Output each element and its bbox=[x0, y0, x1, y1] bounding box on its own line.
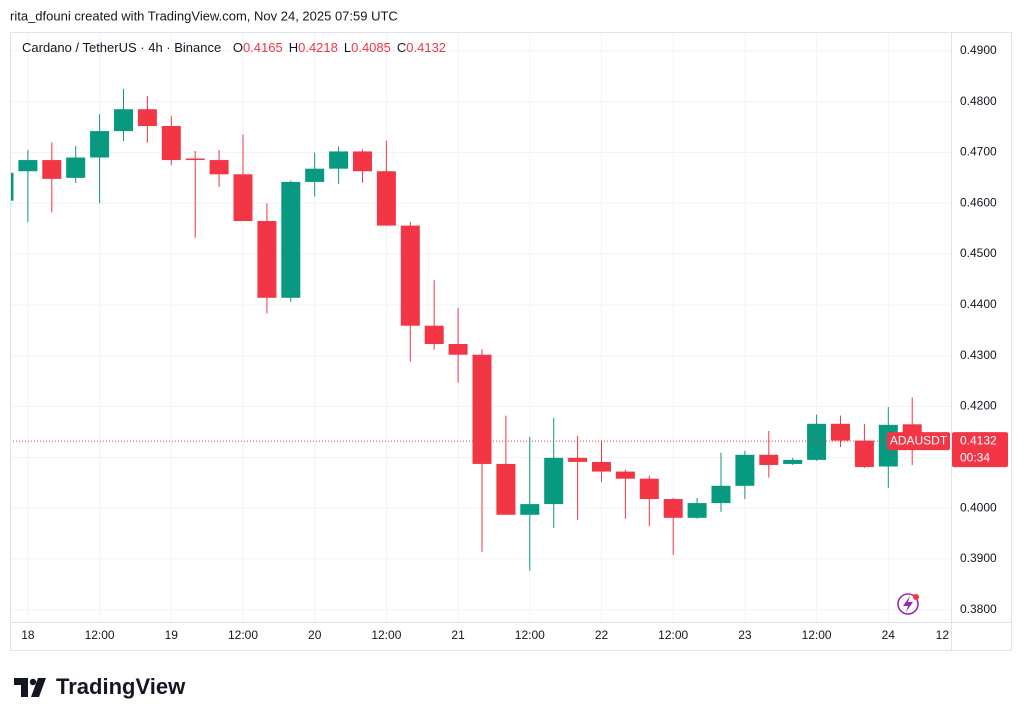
y-tick-label: 0.3800 bbox=[960, 602, 997, 616]
candle-body bbox=[735, 454, 755, 486]
symbol-tag bbox=[887, 432, 950, 451]
y-tick-label: 0.4500 bbox=[960, 246, 997, 260]
symbol-title: Cardano / TetherUS · 4h · Binance bbox=[22, 40, 221, 55]
candle-body bbox=[185, 158, 205, 161]
y-tick-label: 0.4700 bbox=[960, 145, 997, 159]
candle-body bbox=[257, 221, 277, 298]
legend-value: 0.4085 bbox=[351, 40, 391, 55]
candle-body bbox=[233, 174, 253, 222]
candle-body bbox=[807, 423, 827, 460]
brand-name: TradingView bbox=[56, 674, 186, 699]
x-tick-label: 19 bbox=[165, 628, 179, 642]
legend-key: H bbox=[289, 40, 298, 55]
legend-key: L bbox=[344, 40, 351, 55]
legend: Cardano / TetherUS · 4h · Binance O0.416… bbox=[22, 40, 446, 55]
candle-body bbox=[520, 504, 540, 515]
x-tick-label: 12 bbox=[936, 628, 950, 642]
y-tick-label: 0.4600 bbox=[960, 195, 997, 209]
countdown-label: 00:34 bbox=[960, 450, 990, 464]
candle-body bbox=[759, 454, 779, 465]
x-tick-label: 23 bbox=[738, 628, 752, 642]
y-tick-label: 0.4800 bbox=[960, 94, 997, 108]
candle-body bbox=[687, 503, 707, 518]
candle-body bbox=[66, 157, 86, 178]
legend-value: 0.4132 bbox=[406, 40, 446, 55]
candle-body bbox=[496, 463, 516, 515]
y-tick-label: 0.4200 bbox=[960, 399, 997, 413]
candle-body bbox=[305, 168, 325, 182]
candle-body bbox=[424, 325, 444, 345]
x-tick-label: 12:00 bbox=[371, 628, 401, 642]
y-tick-label: 0.4000 bbox=[960, 500, 997, 514]
candle-body bbox=[854, 440, 874, 468]
candle-body bbox=[10, 172, 14, 201]
candle-body bbox=[783, 459, 803, 464]
candle-body bbox=[137, 109, 157, 127]
time-axis: 18 12:00 19 12:00 20 12:00 21 12:00 22 12:00 23 12:… bbox=[21, 628, 949, 642]
legend-key: O bbox=[233, 40, 243, 55]
candle-body bbox=[831, 423, 850, 441]
candle-body bbox=[161, 126, 181, 161]
candle-body bbox=[42, 160, 62, 179]
candle-body bbox=[329, 151, 349, 169]
x-tick-label: 12:00 bbox=[515, 628, 545, 642]
candle-body bbox=[615, 471, 635, 479]
chart-frame bbox=[10, 32, 1012, 651]
candle-body bbox=[18, 160, 38, 172]
candle-body bbox=[544, 457, 564, 505]
x-tick-label: 12:00 bbox=[658, 628, 688, 642]
candle-body bbox=[448, 344, 468, 355]
candle-body bbox=[281, 181, 301, 298]
attribution: rita_dfouni created with TradingView.com… bbox=[10, 8, 398, 23]
legend-value: 0.4165 bbox=[243, 40, 283, 55]
y-tick-label: 0.4300 bbox=[960, 348, 997, 362]
legend-value: 0.4218 bbox=[298, 40, 338, 55]
candle-body bbox=[209, 160, 229, 175]
candle-body bbox=[114, 109, 133, 132]
y-tick-label: 0.3900 bbox=[960, 551, 997, 565]
x-tick-label: 21 bbox=[451, 628, 465, 642]
legend-key: C bbox=[397, 40, 406, 55]
y-tick-label: 0.4400 bbox=[960, 297, 997, 311]
price-tag bbox=[952, 432, 1008, 468]
x-tick-label: 18 bbox=[21, 628, 35, 642]
candle-body bbox=[472, 354, 492, 464]
x-tick-label: 12:00 bbox=[85, 628, 115, 642]
candle-body bbox=[711, 485, 731, 504]
brand-logo bbox=[14, 678, 46, 697]
candle-body bbox=[639, 478, 659, 500]
x-tick-label: 22 bbox=[595, 628, 609, 642]
candle-body bbox=[568, 457, 588, 462]
candle-body bbox=[376, 171, 396, 226]
candle-body bbox=[353, 151, 372, 172]
x-tick-label: 20 bbox=[308, 628, 322, 642]
x-tick-label: 24 bbox=[882, 628, 896, 642]
grid bbox=[10, 32, 951, 622]
price-tag-label: 0.4132 bbox=[960, 433, 997, 447]
x-tick-label: 12:00 bbox=[802, 628, 832, 642]
symbol-tag-label: ADAUSDT bbox=[890, 433, 948, 447]
candles bbox=[10, 88, 951, 571]
candle-body bbox=[663, 499, 683, 518]
candle-body bbox=[90, 131, 110, 158]
candle-body bbox=[592, 461, 611, 472]
x-tick-label: 12:00 bbox=[228, 628, 258, 642]
candle-body bbox=[400, 225, 420, 326]
alert-icon[interactable] bbox=[897, 593, 919, 615]
y-tick-label: 0.4900 bbox=[960, 43, 997, 57]
